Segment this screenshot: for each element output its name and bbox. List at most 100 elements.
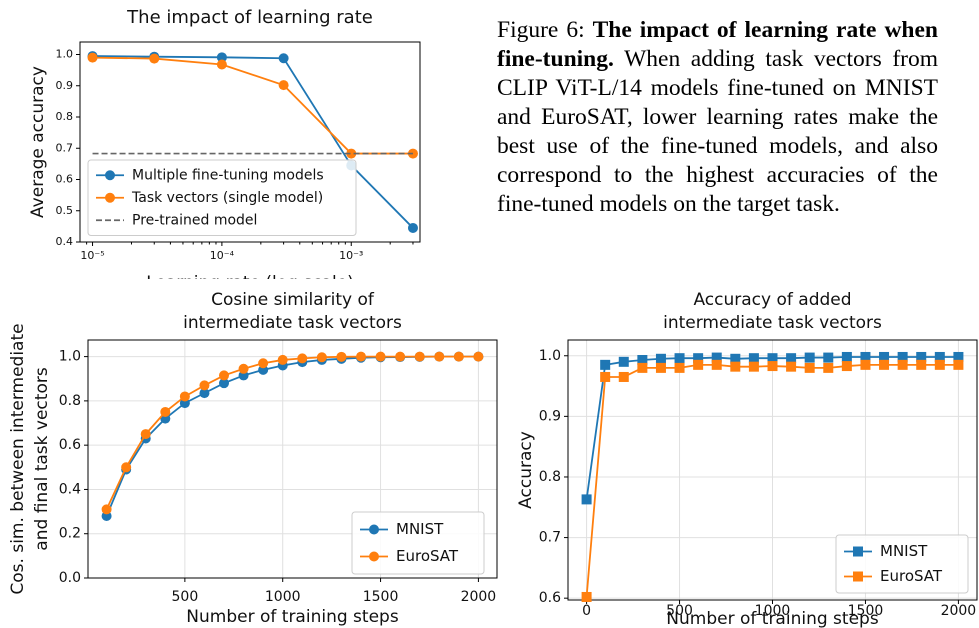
x-tick-label: 1500 — [363, 589, 399, 605]
point — [618, 371, 629, 382]
point — [748, 361, 759, 372]
x-tick-label: 0 — [582, 603, 591, 619]
point — [823, 352, 834, 363]
point — [216, 52, 227, 63]
point — [375, 351, 386, 362]
legend-label: MNIST — [880, 542, 928, 560]
y-tick-label: 0.8 — [59, 393, 81, 409]
point — [336, 351, 347, 362]
y-tick-label: 0.5 — [56, 204, 74, 217]
x-tick-label: 10⁻⁴ — [210, 249, 235, 262]
point — [199, 388, 210, 399]
point — [674, 353, 685, 364]
point — [767, 361, 778, 372]
chart-title: Cosine similarity of — [211, 290, 375, 310]
x-tick-label: 1000 — [265, 589, 301, 605]
point — [637, 362, 648, 373]
point — [879, 351, 890, 362]
legend-marker — [853, 571, 863, 582]
point — [897, 359, 908, 370]
point — [767, 353, 778, 364]
y-tick-label: 1.0 — [539, 348, 561, 364]
point — [346, 148, 357, 159]
plot-frame — [87, 339, 498, 579]
point — [953, 351, 964, 362]
point — [711, 352, 722, 363]
x-tick-label: 10⁻⁵ — [80, 249, 104, 262]
point — [179, 391, 190, 402]
point — [916, 359, 927, 370]
y-tick-label: 0.7 — [539, 530, 561, 546]
point — [655, 353, 666, 364]
point — [473, 351, 484, 362]
x-axis-label: Number of training steps — [666, 609, 879, 628]
point — [600, 371, 611, 382]
y-tick-label: 0.8 — [56, 110, 74, 123]
x-tick-label: 500 — [666, 603, 693, 619]
y-tick-label: 0.6 — [56, 173, 74, 186]
caption-bold: The impact of learning rate when fine-tu… — [497, 17, 938, 72]
y-tick-label: 0.9 — [539, 408, 561, 424]
point — [101, 504, 112, 515]
point — [149, 53, 160, 64]
point — [655, 362, 666, 373]
point — [693, 359, 704, 370]
legend-label: EuroSAT — [880, 567, 943, 585]
legend-label: Task vectors (single model) — [131, 190, 323, 206]
point — [860, 359, 871, 370]
y-tick-label: 0.6 — [539, 590, 561, 606]
y-tick-label: 0.6 — [59, 437, 81, 453]
legend-label: EuroSAT — [396, 547, 459, 565]
point — [581, 494, 592, 505]
point — [897, 351, 908, 362]
point — [199, 380, 210, 391]
point — [711, 359, 722, 370]
point — [693, 353, 704, 364]
legend-label: MNIST — [396, 520, 444, 538]
legend-box — [835, 534, 969, 594]
point — [216, 59, 227, 70]
point — [618, 356, 629, 367]
series-line — [105, 355, 479, 517]
x-tick-label: 10⁻³ — [339, 249, 363, 262]
legend-marker — [105, 170, 115, 181]
chart: Accuracy of added intermediate task vecto… — [516, 290, 978, 628]
chart: The impact of learning rate 0.4 0.5 0.6 0.7 0… — [28, 7, 421, 279]
point — [453, 351, 464, 362]
y-tick-label: 0.4 — [56, 235, 74, 248]
y-tick-label: 0.2 — [59, 526, 81, 542]
point — [278, 80, 289, 91]
point — [786, 361, 797, 372]
y-axis-label: Cos. sim. between intermediate — [8, 323, 28, 594]
point — [434, 351, 445, 362]
chart-title: intermediate task vectors — [183, 313, 402, 333]
legend-box — [87, 159, 357, 236]
point — [637, 355, 648, 365]
point — [730, 353, 741, 364]
point — [277, 354, 288, 365]
point — [823, 362, 834, 373]
series-line — [92, 56, 413, 155]
point — [879, 359, 890, 370]
y-tick-label: 1.0 — [59, 349, 81, 365]
y-tick-label: 1.0 — [56, 48, 74, 61]
y-tick-label: 0.0 — [59, 570, 81, 586]
point — [87, 52, 98, 63]
plot-frame — [79, 41, 421, 243]
point — [581, 591, 592, 602]
point — [804, 352, 815, 363]
legend-label: Multiple fine-tuning models — [132, 167, 324, 183]
x-tick-label: 500 — [172, 589, 199, 605]
series-line — [105, 355, 479, 510]
y-axis-label: Average accuracy — [28, 66, 48, 218]
point — [278, 53, 289, 64]
point — [219, 378, 230, 389]
point — [258, 358, 269, 369]
point — [953, 359, 964, 370]
series-line — [92, 55, 414, 229]
chart: Cosine similarity of intermediate task ve… — [8, 290, 498, 627]
y-tick-label: 0.7 — [56, 141, 74, 154]
point — [297, 353, 308, 364]
point — [219, 370, 230, 381]
point — [407, 222, 418, 233]
